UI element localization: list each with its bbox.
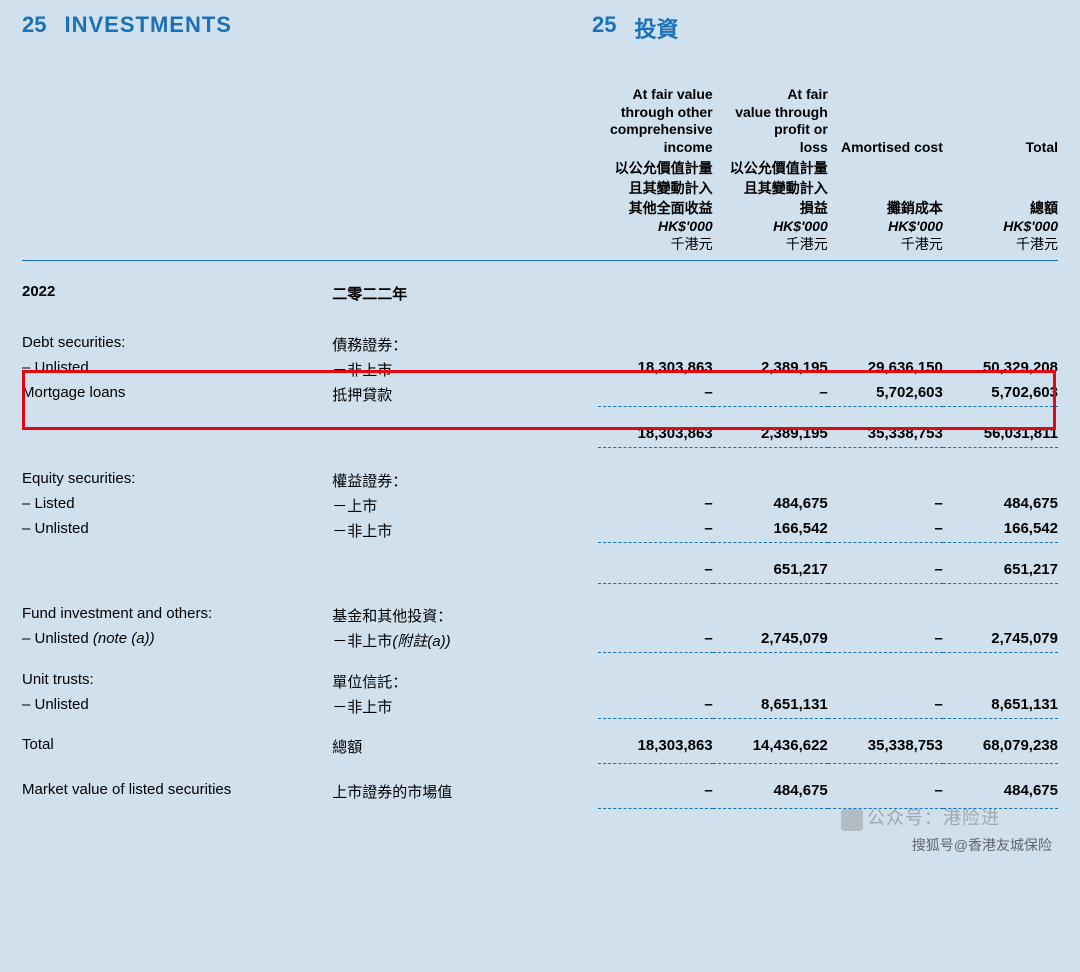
table-row: Fund investment and others:基金和其他投資： [22, 583, 1058, 626]
col3-hdr-en: Amortised cost [828, 86, 943, 158]
table-row: – 651,217 – 651,217 [22, 542, 1058, 583]
table-row: Mortgage loans抵押貸款 – – 5,702,603 5,702,6… [22, 380, 1058, 407]
col3-hdr-cn: 攤銷成本 [828, 158, 943, 218]
unit-en: HK$'000 [598, 218, 713, 234]
table-row: – Listed－上市 – 484,675 – 484,675 [22, 491, 1058, 516]
heading-number-cn: 25 [592, 12, 616, 44]
year-en: 2022 [22, 261, 332, 325]
investments-table: At fair valuethrough othercomprehensivei… [22, 86, 1058, 809]
table-row: 18,303,863 2,389,195 35,338,753 56,031,8… [22, 407, 1058, 448]
watermark-wechat: 公众号：港险进 [841, 804, 1000, 830]
heading-title-cn: 投資 [634, 12, 678, 44]
table-row: – Unlisted－非上市 18,303,863 2,389,195 29,6… [22, 355, 1058, 380]
col4-hdr-en: Total [943, 86, 1058, 158]
col1-hdr-cn: 以公允價值計量且其變動計入其他全面收益 [598, 158, 713, 218]
col2-hdr-en: At fairvalue throughprofit orloss [713, 86, 828, 158]
year-cn: 二零二二年 [332, 261, 597, 325]
table-row: – Unlisted－非上市 – 166,542 – 166,542 [22, 516, 1058, 543]
unit-cn: 千港元 [598, 234, 713, 261]
table-row: Debt securities:債務證券： [22, 324, 1058, 355]
table-row: – Unlisted－非上市 – 8,651,131 – 8,651,131 [22, 692, 1058, 719]
col4-hdr-cn: 總額 [943, 158, 1058, 218]
wechat-icon [841, 809, 863, 831]
table-row: Market value of listed securities上市證券的市場… [22, 763, 1058, 808]
col2-hdr-cn: 以公允價值計量且其變動計入損益 [713, 158, 828, 218]
watermark-sohu: 搜狐号@香港友城保险 [912, 835, 1052, 855]
table-row: Total總額 18,303,863 14,436,622 35,338,753… [22, 718, 1058, 763]
section-heading: 25 INVESTMENTS 25 投資 [22, 12, 1058, 44]
heading-number-en: 25 [22, 12, 46, 44]
table-row: Unit trusts:單位信託： [22, 653, 1058, 692]
table-row: – Unlisted (note (a)) －非上市(附註(a)) – 2,74… [22, 626, 1058, 653]
col1-hdr-en: At fair valuethrough othercomprehensivei… [598, 86, 713, 158]
table-row: Equity securities:權益證券： [22, 448, 1058, 491]
heading-title-en: INVESTMENTS [64, 12, 231, 44]
